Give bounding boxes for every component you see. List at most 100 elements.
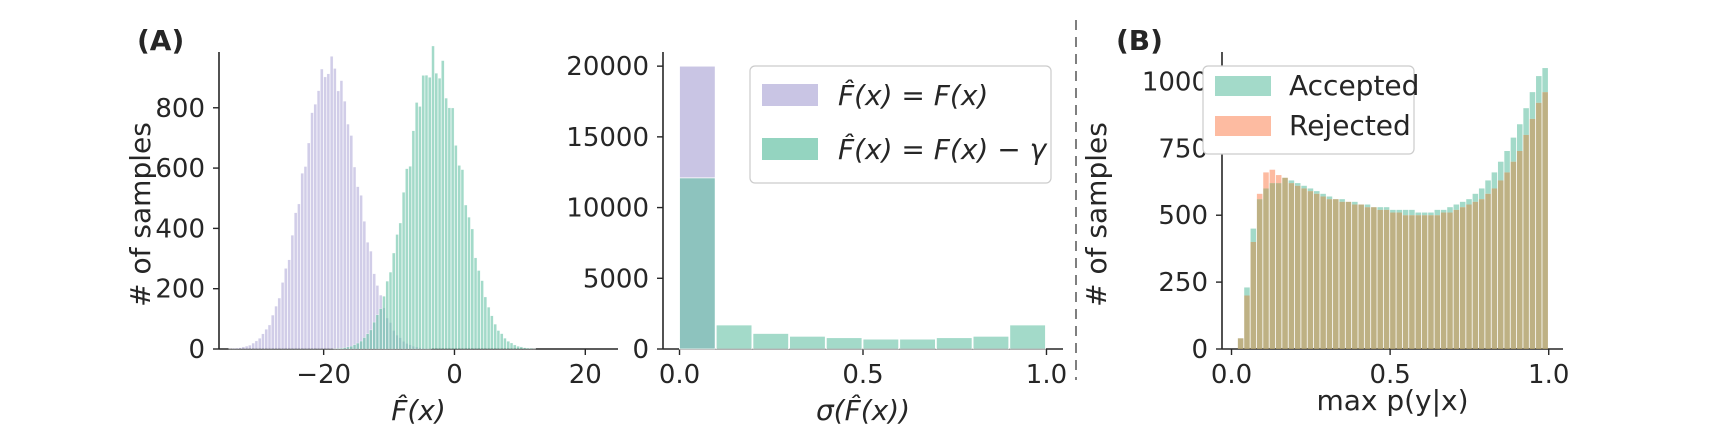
histogram-bar xyxy=(1301,185,1307,189)
histogram-bar xyxy=(280,282,285,350)
histogram-bar xyxy=(1294,183,1301,186)
x-tick-label: −20 xyxy=(296,360,351,390)
histogram-bar xyxy=(1472,193,1479,202)
x-axis-label: F̂(x) xyxy=(391,394,446,427)
histogram-bar xyxy=(1383,209,1390,349)
y-tick-label: 750 xyxy=(1158,134,1208,164)
histogram-bar xyxy=(1466,204,1472,349)
histogram-bar xyxy=(313,104,317,350)
histogram-bar xyxy=(1339,199,1345,202)
histogram-bar xyxy=(1320,193,1326,197)
histogram-bar xyxy=(1377,207,1383,210)
histogram-bar xyxy=(477,270,481,350)
y-tick-label: 0 xyxy=(1191,335,1208,365)
histogram-bar xyxy=(1542,68,1548,93)
legend-entry-label: Rejected xyxy=(1289,109,1411,142)
histogram-bar xyxy=(333,68,337,350)
histogram-bar xyxy=(385,280,389,350)
histogram-bar xyxy=(1504,172,1510,349)
histogram-bar xyxy=(1510,137,1517,162)
legend-frame xyxy=(749,65,1052,184)
histogram-bar xyxy=(513,344,517,350)
histogram-bar xyxy=(248,345,252,350)
histogram-bar xyxy=(352,166,357,350)
histogram-bar xyxy=(245,345,249,350)
histogram-bar xyxy=(258,338,262,350)
histogram-bar xyxy=(1402,215,1409,349)
histogram-bar xyxy=(1383,207,1390,210)
y-tick-label: 200 xyxy=(155,275,205,305)
histogram-bar xyxy=(490,315,494,350)
x-tick-label: 1.0 xyxy=(1528,360,1569,390)
y-tick-label: 10000 xyxy=(566,194,649,224)
histogram-bar xyxy=(1453,209,1460,349)
histogram-bar xyxy=(375,314,380,350)
histogram-bar xyxy=(1009,324,1046,350)
legend: F̂(x) = F(x) F̂(x) = F(x) − γ xyxy=(749,65,1052,184)
histogram-bar xyxy=(307,142,311,350)
histogram-bar xyxy=(297,203,301,350)
histogram-bar xyxy=(1409,215,1415,349)
histogram-bar xyxy=(1485,193,1491,349)
histogram-bar xyxy=(441,60,445,350)
histogram-bar xyxy=(359,340,363,350)
histogram-bar xyxy=(303,166,308,350)
legend-entry-label: F̂(x) = F(x) xyxy=(838,79,988,112)
histogram-bar xyxy=(395,234,399,350)
x-tick-label: 20 xyxy=(569,360,602,390)
histogram-bar xyxy=(1333,199,1339,349)
series-1-bars xyxy=(679,177,1046,350)
panel-label-b: (B) xyxy=(1116,24,1163,57)
histogram-bar xyxy=(454,145,458,350)
x-tick-label: 1.0 xyxy=(1026,360,1067,390)
x-tick-label: 0.5 xyxy=(842,360,883,390)
histogram-bar xyxy=(388,271,393,350)
histogram-bar xyxy=(267,324,272,350)
histogram-bar xyxy=(1371,207,1377,349)
histogram-bar xyxy=(254,340,258,350)
histogram-bar xyxy=(1345,201,1352,349)
histogram-bar xyxy=(1244,295,1250,349)
histogram-bar xyxy=(825,337,863,350)
histogram-bar xyxy=(346,123,350,350)
histogram-bar xyxy=(1282,177,1288,349)
histogram-bar xyxy=(1536,102,1542,350)
histogram-bar xyxy=(366,242,370,350)
legend-swatch xyxy=(762,84,818,106)
histogram-bar xyxy=(231,348,236,350)
histogram-bar xyxy=(330,56,334,350)
histogram-bar xyxy=(434,73,438,350)
histogram-bar xyxy=(1517,124,1523,151)
histogram-bar xyxy=(343,347,347,350)
histogram-bar xyxy=(444,97,448,350)
histogram-bar xyxy=(1428,212,1434,216)
histogram-bar xyxy=(349,345,353,350)
histogram-bar xyxy=(470,228,474,350)
histogram-bar xyxy=(1459,201,1466,208)
histogram-bar xyxy=(349,135,353,350)
histogram-bar xyxy=(493,323,497,350)
y-tick-label: 20000 xyxy=(566,52,649,82)
y-tick-label: 250 xyxy=(1158,268,1208,298)
histogram-bar xyxy=(290,235,294,350)
histogram-bar xyxy=(235,347,239,350)
histogram-bar xyxy=(316,90,321,350)
histogram-bar xyxy=(1466,199,1472,205)
histogram-bar xyxy=(1523,108,1529,135)
histogram-bar xyxy=(1250,228,1257,242)
histogram-bar xyxy=(356,342,360,350)
histogram-bar xyxy=(1428,215,1434,349)
histogram-bar xyxy=(1497,180,1504,349)
histogram-bar xyxy=(1396,209,1403,213)
x-axis-label: max p(y|x) xyxy=(1316,384,1468,417)
histogram-bar xyxy=(261,333,265,350)
histogram-bar xyxy=(1288,180,1295,184)
histogram-bar xyxy=(1510,161,1517,349)
y-tick-label: 5000 xyxy=(583,264,649,294)
series-1-bars xyxy=(333,45,536,350)
histogram-bar xyxy=(346,346,350,350)
histogram-bar xyxy=(356,186,360,350)
histogram-bar xyxy=(1536,76,1542,103)
histogram-bar xyxy=(509,342,514,350)
